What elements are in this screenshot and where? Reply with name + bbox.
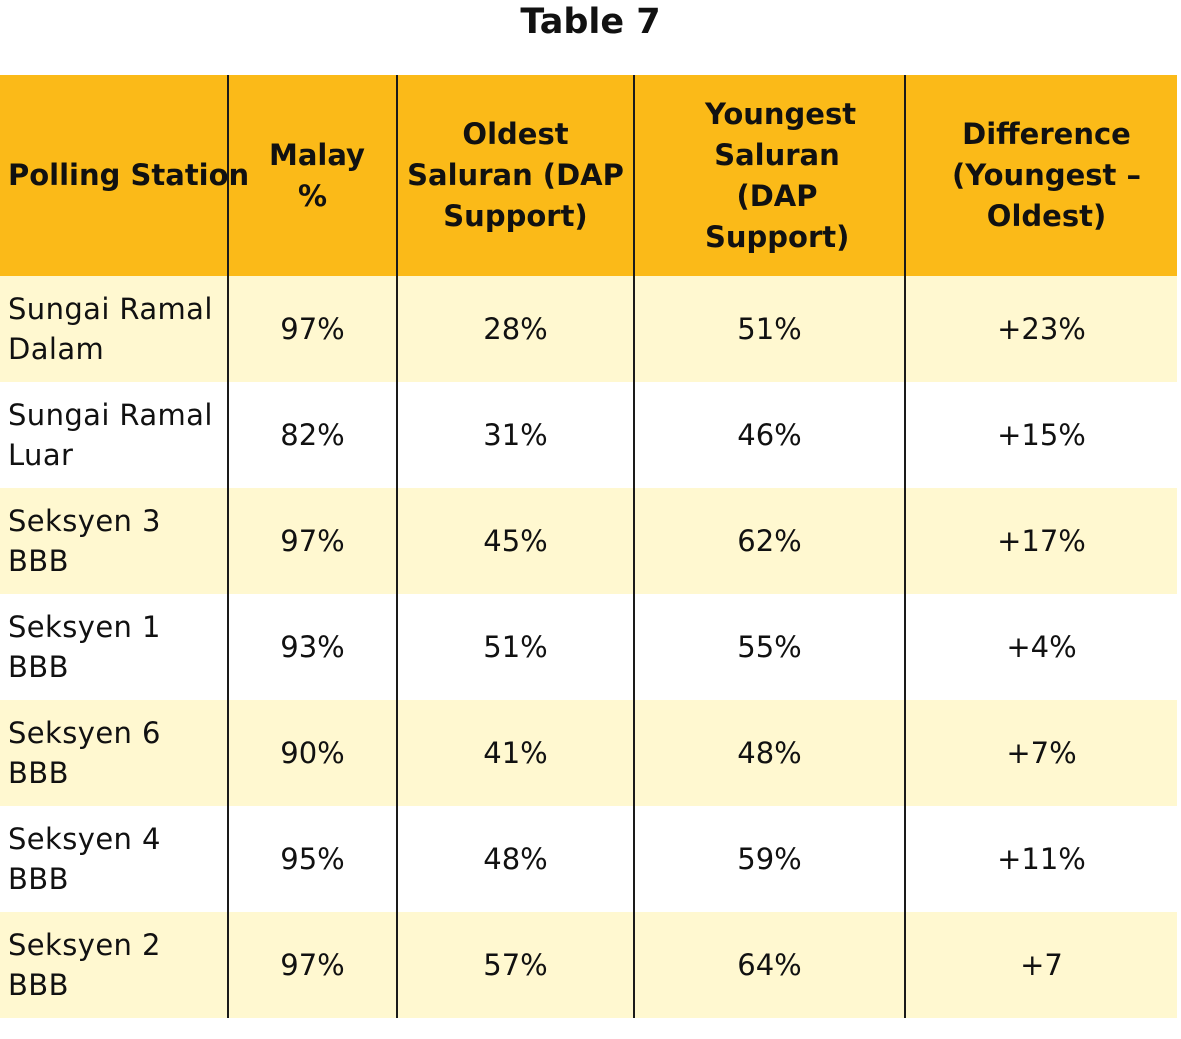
table-title: Table 7 xyxy=(520,2,661,42)
cell-oldest-saluran: 57% xyxy=(396,912,634,1018)
cell-youngest-saluran: 59% xyxy=(633,806,905,912)
cell-youngest-saluran: 48% xyxy=(633,700,905,806)
cell-difference: +11% xyxy=(904,806,1177,912)
cell-oldest-saluran: 48% xyxy=(396,806,634,912)
header-youngest-saluran: Youngest Saluran (DAP Support) xyxy=(633,75,905,276)
cell-youngest-saluran: 62% xyxy=(633,488,905,594)
cell-polling-station: Seksyen 3 BBB xyxy=(0,488,228,594)
table-row: Seksyen 4 BBB 95% 48% 59% +11% xyxy=(0,806,1177,912)
cell-oldest-saluran: 41% xyxy=(396,700,634,806)
cell-oldest-saluran: 31% xyxy=(396,382,634,488)
cell-polling-station: Seksyen 1 BBB xyxy=(0,594,228,700)
table-row: Seksyen 2 BBB 97% 57% 64% +7 xyxy=(0,912,1177,1018)
table-row: Seksyen 3 BBB 97% 45% 62% +17% xyxy=(0,488,1177,594)
cell-malay-percent: 93% xyxy=(227,594,397,700)
cell-malay-percent: 97% xyxy=(227,276,397,382)
cell-polling-station: Sungai Ramal Dalam xyxy=(0,276,228,382)
cell-malay-percent: 95% xyxy=(227,806,397,912)
cell-youngest-saluran: 55% xyxy=(633,594,905,700)
cell-polling-station: Sungai Ramal Luar xyxy=(0,382,228,488)
table-row: Sungai Ramal Luar 82% 31% 46% +15% xyxy=(0,382,1177,488)
table-row: Seksyen 6 BBB 90% 41% 48% +7% xyxy=(0,700,1177,806)
cell-malay-percent: 90% xyxy=(227,700,397,806)
cell-oldest-saluran: 51% xyxy=(396,594,634,700)
cell-oldest-saluran: 45% xyxy=(396,488,634,594)
cell-malay-percent: 97% xyxy=(227,488,397,594)
cell-difference: +7% xyxy=(904,700,1177,806)
header-difference: Difference (Youngest – Oldest) xyxy=(904,75,1177,276)
cell-youngest-saluran: 64% xyxy=(633,912,905,1018)
table-row: Sungai Ramal Dalam 97% 28% 51% +23% xyxy=(0,276,1177,382)
cell-difference: +17% xyxy=(904,488,1177,594)
header-row: Polling Station Malay % Oldest Saluran (… xyxy=(0,75,1177,276)
cell-polling-station: Seksyen 2 BBB xyxy=(0,912,228,1018)
cell-polling-station: Seksyen 6 BBB xyxy=(0,700,228,806)
cell-difference: +4% xyxy=(904,594,1177,700)
table-body: Sungai Ramal Dalam 97% 28% 51% +23% Sung… xyxy=(0,276,1177,1018)
cell-oldest-saluran: 28% xyxy=(396,276,634,382)
cell-malay-percent: 97% xyxy=(227,912,397,1018)
cell-youngest-saluran: 51% xyxy=(633,276,905,382)
cell-polling-station: Seksyen 4 BBB xyxy=(0,806,228,912)
header-polling-station: Polling Station xyxy=(0,75,249,276)
cell-youngest-saluran: 46% xyxy=(633,382,905,488)
cell-malay-percent: 82% xyxy=(227,382,397,488)
cell-difference: +7 xyxy=(904,912,1177,1018)
header-malay-percent: Malay % xyxy=(227,75,397,276)
results-table: Polling Station Malay % Oldest Saluran (… xyxy=(0,75,1177,1018)
table-header: Polling Station Malay % Oldest Saluran (… xyxy=(0,75,1177,276)
cell-difference: +15% xyxy=(904,382,1177,488)
cell-difference: +23% xyxy=(904,276,1177,382)
header-oldest-saluran: Oldest Saluran (DAP Support) xyxy=(396,75,634,276)
table-row: Seksyen 1 BBB 93% 51% 55% +4% xyxy=(0,594,1177,700)
